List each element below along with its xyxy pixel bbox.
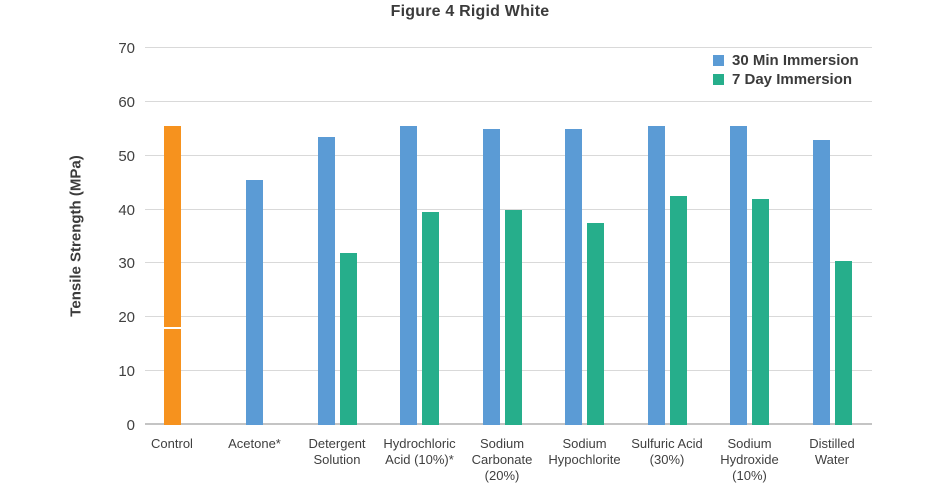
bar-sodium-hydroxide-10-7-day-immersion — [752, 198, 769, 425]
bar-control — [163, 126, 181, 425]
bar-detergent-solution-30-min-immersion — [317, 136, 335, 425]
y-tick-label-20: 20 — [118, 309, 135, 327]
x-axis-label-control: Control — [151, 436, 193, 451]
bar-acetone-30-min-immersion — [246, 179, 263, 425]
x-axis-label-distilled-water: Distilled Water — [809, 436, 855, 467]
y-tick-label-0: 0 — [126, 417, 135, 434]
bar-sodium-hydroxide-10-30-min-immersion — [730, 126, 747, 425]
bar-sulfuric-acid-30-30-min-immersion — [647, 126, 665, 425]
bar-sodium-carbonate-20-30-min-immersion — [482, 128, 500, 425]
bar-distilled-water-30-min-immersion — [812, 139, 830, 425]
y-tick-label-50: 50 — [118, 147, 135, 165]
legend-swatch-icon — [713, 55, 724, 66]
x-axis-label-sulfuric-acid-30: Sulfuric Acid (30%) — [631, 436, 703, 467]
legend-label: 30 Min Immersion — [732, 52, 859, 69]
legend-item-30-min-immersion: 30 Min Immersion — [713, 51, 859, 70]
bar-sulfuric-acid-30-7-day-immersion — [669, 196, 687, 425]
y-axis-title: Tensile Strength (MPa) — [67, 155, 85, 317]
gridline-artifact — [163, 327, 181, 330]
legend: 30 Min Immersion 7 Day Immersion — [713, 51, 859, 89]
legend-swatch-icon — [713, 74, 724, 85]
plot-area — [145, 47, 872, 425]
y-tick-label-40: 40 — [118, 201, 135, 219]
bar-hydrochloric-acid-10-7-day-immersion — [422, 212, 439, 425]
gridline-70 — [145, 47, 872, 48]
bar-sodium-hypochlorite-7-day-immersion — [587, 223, 604, 425]
y-tick-label-10: 10 — [118, 363, 135, 381]
y-tick-label-30: 30 — [118, 255, 135, 273]
x-axis-label-sodium-carbonate-20: Sodium Carbonate (20%) — [471, 436, 533, 483]
chart-title: Figure 4 Rigid White — [390, 3, 550, 20]
x-axis-label-acetone: Acetone* — [228, 436, 281, 451]
legend-label: 7 Day Immersion — [732, 71, 853, 88]
bar-distilled-water-7-day-immersion — [834, 260, 852, 425]
x-axis-label-sodium-hydroxide-10: Sodium Hydroxide (10%) — [720, 436, 779, 483]
bar-sodium-carbonate-20-7-day-immersion — [504, 209, 522, 425]
bar-sodium-hypochlorite-30-min-immersion — [565, 128, 582, 425]
x-axis-label-sodium-hypochlorite: Sodium Hypochlorite — [548, 436, 621, 467]
bar-hydrochloric-acid-10-30-min-immersion — [400, 126, 417, 425]
gridline-60 — [145, 100, 872, 102]
y-tick-label-60: 60 — [118, 93, 135, 111]
gridline-40 — [145, 208, 872, 210]
gridline-50 — [145, 154, 872, 156]
legend-item-7-day-immersion: 7 Day Immersion — [713, 70, 859, 89]
y-tick-label-70: 70 — [118, 40, 135, 57]
bar-detergent-solution-7-day-immersion — [339, 252, 357, 425]
x-axis-label-hydrochloric-acid-10: Hydrochloric Acid (10%)* — [383, 436, 456, 467]
x-axis-label-detergent-solution: Detergent Solution — [308, 436, 366, 467]
